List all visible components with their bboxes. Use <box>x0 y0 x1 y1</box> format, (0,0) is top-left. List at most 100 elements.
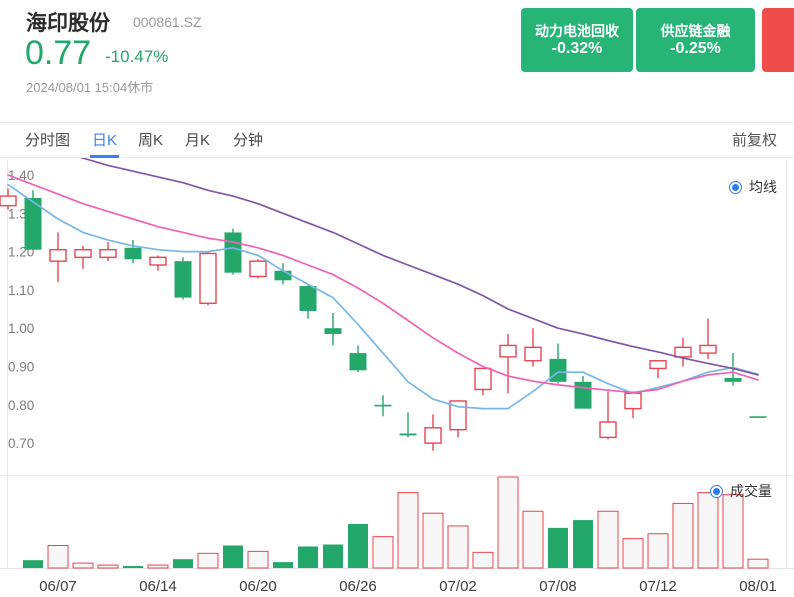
candle-body <box>699 344 717 354</box>
candle-body <box>199 252 217 305</box>
candle-body <box>624 392 642 410</box>
volume-bar <box>722 494 744 569</box>
x-date-label: 06/07 <box>39 578 77 595</box>
volume-legend-label: 成交量 <box>730 483 772 499</box>
x-date-label: 06/20 <box>239 578 277 595</box>
volume-bar <box>672 502 694 569</box>
candle-body <box>399 433 417 436</box>
MA-mid-pink <box>7 174 759 394</box>
volume-bar <box>273 562 293 568</box>
candle-body <box>49 248 67 262</box>
tab-周K[interactable]: 周K <box>138 132 164 149</box>
volume-bar <box>573 520 593 568</box>
candle-body <box>749 416 767 418</box>
candle-body <box>274 270 292 281</box>
y-tick-label: 1.40 <box>8 168 34 183</box>
candle-body <box>349 353 367 371</box>
volume-bar <box>298 546 318 568</box>
ma-radio-icon[interactable] <box>729 180 742 194</box>
y-tick-label: 1.00 <box>8 321 34 336</box>
volume-bar <box>223 545 243 568</box>
volume-bar <box>97 564 119 569</box>
tab-分钟[interactable]: 分钟 <box>233 132 264 149</box>
x-date-label: 07/08 <box>539 578 577 595</box>
chart-tab-bar: 分时图 日K 周K 月K 分钟 前复权 <box>0 122 794 158</box>
candle-body <box>74 248 92 259</box>
change-percent: -10.47% <box>105 47 169 66</box>
y-tick-label: 0.80 <box>8 398 34 413</box>
candle-body <box>99 248 117 259</box>
current-price: 0.77 <box>25 34 92 72</box>
candle-body <box>249 260 267 278</box>
badge-label: 供应链金融 <box>660 22 731 39</box>
stock-name: 海印股份 <box>26 12 110 35</box>
volume-bar <box>597 510 619 569</box>
volume-bar <box>173 559 193 568</box>
tab-日K[interactable]: 日K <box>89 123 120 158</box>
ma-legend[interactable]: 均线 <box>729 177 777 197</box>
volume-bar <box>548 527 568 568</box>
candle-body <box>574 381 592 409</box>
adjustment-mode-前复权[interactable]: 前复权 <box>731 132 777 149</box>
x-date-label: 08/01 <box>739 578 777 595</box>
candle-body <box>24 197 42 250</box>
volume-legend[interactable]: 成交量 <box>710 481 772 501</box>
ma-legend-label: 均线 <box>749 179 777 195</box>
x-date-label: 07/12 <box>639 578 677 595</box>
volume-bar <box>47 544 69 569</box>
volume-bar <box>397 492 419 569</box>
x-date-label: 07/02 <box>439 578 477 595</box>
MA-long-purple <box>79 158 759 376</box>
candle-body <box>674 346 692 358</box>
candle-body <box>374 404 392 407</box>
candle-body <box>0 195 17 207</box>
candle-body <box>174 261 192 298</box>
tab-分时图[interactable]: 分时图 <box>25 132 71 149</box>
candle-body <box>299 286 317 311</box>
volume-radio-icon[interactable] <box>710 484 723 498</box>
candle-body <box>474 367 492 391</box>
MA-short-blue <box>7 183 759 410</box>
y-tick-label: 0.70 <box>8 436 34 451</box>
volume-bar <box>647 533 669 569</box>
volume-bar <box>23 560 43 568</box>
concept-badge-2[interactable]: 供应链金融 -0.25% <box>636 8 755 72</box>
badge-change: -0.25% <box>670 39 721 57</box>
stock-code: 000861.SZ <box>133 14 202 30</box>
volume-bar <box>123 566 143 568</box>
volume-bar <box>348 523 368 568</box>
tab-月K[interactable]: 月K <box>185 132 211 149</box>
volume-bar <box>323 544 343 568</box>
candle-body <box>324 328 342 334</box>
volume-bar <box>472 551 494 569</box>
candle-body <box>599 421 617 439</box>
y-tick-label: 1.10 <box>8 283 34 298</box>
badge-label: 动力电池回收 <box>535 22 619 39</box>
volume-bar <box>447 525 469 569</box>
candle-body <box>224 232 242 273</box>
volume-bar <box>197 552 219 569</box>
volume-bar <box>522 510 544 569</box>
datetime-status: 2024/08/01 15:04休市 <box>26 80 154 95</box>
candle-body <box>499 344 517 358</box>
volume-bar <box>497 476 519 569</box>
candle-body <box>724 377 742 382</box>
x-date-label: 06/26 <box>339 578 377 595</box>
volume-bar <box>147 564 169 569</box>
candle-body <box>424 427 442 444</box>
candle-body <box>124 247 142 260</box>
candle-body <box>524 346 542 362</box>
x-date-label: 06/14 <box>139 578 177 595</box>
volume-bar <box>72 562 94 569</box>
concept-badge-1[interactable]: 动力电池回收 -0.32% <box>521 8 633 72</box>
candle-body <box>549 358 567 382</box>
volume-bar <box>372 536 394 569</box>
volume-bar <box>422 512 444 569</box>
volume-bar <box>747 558 769 569</box>
concept-badge-3[interactable] <box>762 8 794 72</box>
y-tick-label: 0.90 <box>8 360 34 375</box>
badge-change: -0.32% <box>551 39 603 57</box>
volume-bar <box>697 492 719 569</box>
